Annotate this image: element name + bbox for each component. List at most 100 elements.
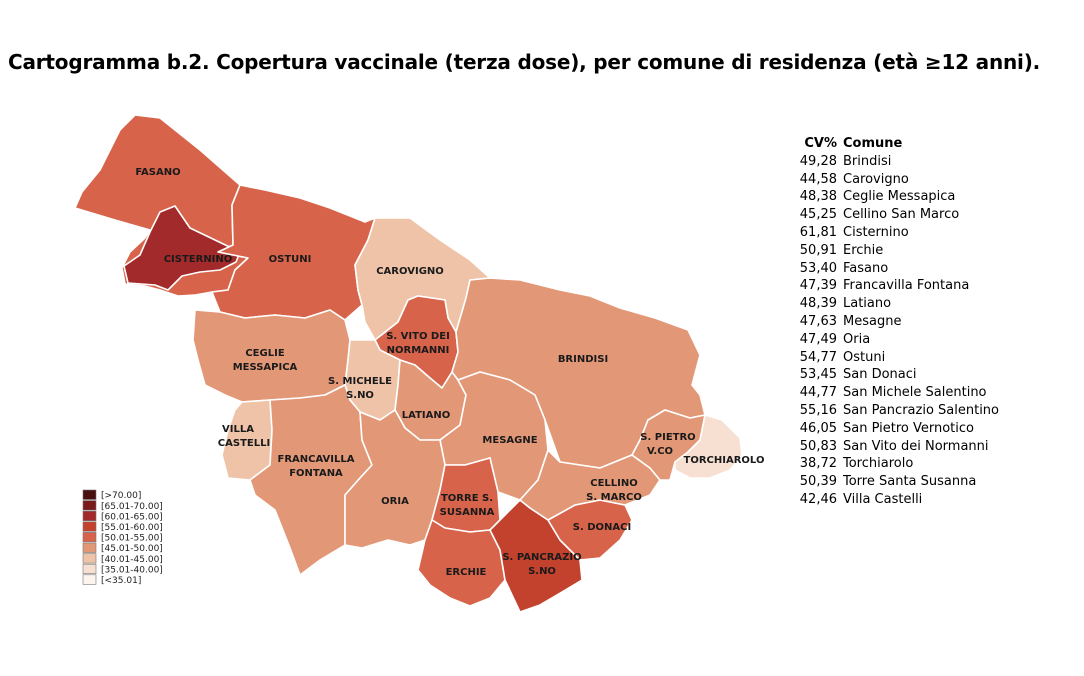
table-cell-cv: 49,28	[799, 153, 837, 169]
table-row: 44,77 San Michele Salentino	[790, 384, 999, 402]
table-cell-cv: 42,46	[799, 491, 837, 507]
legend-swatch	[82, 489, 97, 500]
table-row: 47,39 Francavilla Fontana	[790, 277, 999, 295]
table-row: 45,25 Cellino San Marco	[790, 206, 999, 224]
table-cell-comune: Ostuni	[843, 349, 886, 365]
table-row: 55,16 San Pancrazio Salentino	[790, 402, 999, 420]
table-cell-comune: Latiano	[843, 296, 892, 312]
label-torre-susanna-1: TORRE S.	[441, 493, 493, 504]
label-carovigno: CAROVIGNO	[376, 266, 444, 277]
table-cell-cv: 44,77	[799, 385, 837, 401]
label-oria: ORIA	[381, 496, 409, 507]
label-torre-susanna-2: SUSANNA	[440, 507, 495, 518]
region-cisternino[interactable]	[123, 205, 241, 291]
legend-swatch	[82, 510, 97, 522]
label-san-michele-1: S. MICHELE	[328, 376, 392, 387]
table-cell-cv: 47,49	[799, 331, 837, 347]
table-header: CV% Comune	[790, 135, 999, 153]
table-cell-comune: Villa Castelli	[843, 491, 923, 507]
label-san-pietro-1: S. PIETRO	[640, 432, 695, 443]
table-row: 53,40 Fasano	[790, 260, 999, 278]
table-cell-comune: Torre Santa Susanna	[843, 474, 977, 490]
table-cell-comune: San Vito dei Normanni	[843, 438, 989, 454]
legend-swatch	[82, 500, 97, 511]
table-cell-comune: San Pancrazio Salentino	[843, 402, 999, 418]
coverage-table: CV% Comune 49,28 Brindisi 44,58 Carovigno 48…	[790, 135, 999, 509]
table-cell-comune: San Donaci	[843, 367, 917, 383]
table-row: 47,63 Mesagne	[790, 313, 999, 331]
label-latiano: LATIANO	[402, 410, 451, 421]
table-cell-comune: Erchie	[843, 242, 884, 258]
legend-label: [65.01-70.00]	[101, 502, 163, 512]
table-row: 42,46 Villa Castelli	[790, 491, 999, 509]
label-fasano: FASANO	[135, 167, 180, 178]
label-cellino-1: CELLINO	[590, 478, 638, 489]
map-legend: [>70.00][65.01-70.00][60.01-65.00][55.01…	[82, 489, 163, 586]
region-ostuni[interactable]	[211, 184, 376, 321]
region-mesagne[interactable]	[439, 371, 549, 501]
table-cell-cv: 53,45	[799, 367, 837, 383]
table-cell-cv: 48,39	[799, 296, 837, 312]
table-cell-comune: Fasano	[843, 260, 889, 276]
label-villa-castelli-2: CASTELLI	[218, 438, 270, 449]
table-cell-cv: 50,83	[799, 438, 837, 454]
table-cell-comune: Cellino San Marco	[843, 207, 960, 223]
table-cell-cv: 38,72	[799, 456, 837, 472]
table-row: 47,49 Oria	[790, 331, 999, 349]
legend-label: [<35.01]	[101, 576, 141, 586]
table-row: 50,39 Torre Santa Susanna	[790, 473, 999, 491]
table-cell-comune: San Pietro Vernotico	[843, 420, 974, 436]
table-cell-cv: 50,91	[799, 242, 837, 258]
legend-label: [45.01-50.00]	[101, 544, 163, 554]
label-villa-castelli-1: VILLA	[222, 424, 254, 435]
legend-swatch	[82, 532, 97, 543]
table-row: 44,58 Carovigno	[790, 171, 999, 189]
table-cell-cv: 45,25	[799, 207, 837, 223]
legend-label: [>70.00]	[101, 491, 141, 501]
label-san-vito-1: S. VITO DEI	[386, 331, 450, 342]
table-cell-cv: 50,39	[799, 474, 837, 490]
table-cell-comune: Torchiarolo	[843, 456, 914, 472]
label-san-vito-2: NORMANNI	[387, 345, 450, 356]
table-row: 48,39 Latiano	[790, 295, 999, 313]
page-title: Cartogramma b.2. Copertura vaccinale (te…	[8, 50, 1041, 74]
table-cell-comune: Francavilla Fontana	[843, 278, 970, 294]
table-cell-cv: 47,63	[799, 313, 837, 329]
region-cellino[interactable]	[519, 449, 661, 521]
table-cell-comune: Ceglie Messapica	[843, 189, 956, 205]
table-cell-comune: Mesagne	[843, 313, 902, 329]
table-cell-cv: 61,81	[799, 224, 837, 240]
label-san-pancrazio-1: S. PANCRAZIO	[502, 552, 581, 563]
legend-swatch	[82, 542, 97, 553]
table-cell-cv: 44,58	[799, 171, 837, 187]
table-row: 50,91 Erchie	[790, 242, 999, 260]
label-mesagne: MESAGNE	[482, 435, 537, 446]
table-row: 50,83 San Vito dei Normanni	[790, 438, 999, 456]
table-cell-cv: 53,40	[799, 260, 837, 276]
region-erchie[interactable]	[417, 519, 506, 607]
header-cv: CV%	[804, 136, 837, 151]
label-cisternino: CISTERNINO	[164, 254, 233, 265]
table-cell-comune: Carovigno	[843, 171, 909, 187]
region-torchiarolo[interactable]	[674, 414, 743, 479]
table-cell-comune: Oria	[843, 331, 871, 347]
label-erchie: ERCHIE	[446, 567, 487, 578]
table-row: 54,77 Ostuni	[790, 349, 999, 367]
legend-swatch	[82, 574, 97, 585]
legend-swatch	[82, 521, 97, 532]
legend-swatch	[82, 563, 97, 575]
label-francavilla-1: FRANCAVILLA	[278, 454, 355, 465]
legend-label: [35.01-40.00]	[101, 565, 163, 575]
label-francavilla-2: FONTANA	[289, 468, 343, 479]
table-row: 61,81 Cisternino	[790, 224, 999, 242]
table-row: 46,05 San Pietro Vernotico	[790, 420, 999, 438]
label-ostuni: OSTUNI	[269, 254, 312, 265]
legend-label: [60.01-65.00]	[101, 512, 163, 522]
label-san-donaci: S. DONACI	[573, 522, 631, 533]
table-cell-cv: 47,39	[799, 278, 837, 294]
label-san-pietro-2: V.CO	[647, 446, 673, 457]
label-ceglie-1: CEGLIE	[245, 348, 284, 359]
label-cellino-2: S. MARCO	[586, 492, 642, 503]
table-cell-cv: 54,77	[799, 349, 837, 365]
